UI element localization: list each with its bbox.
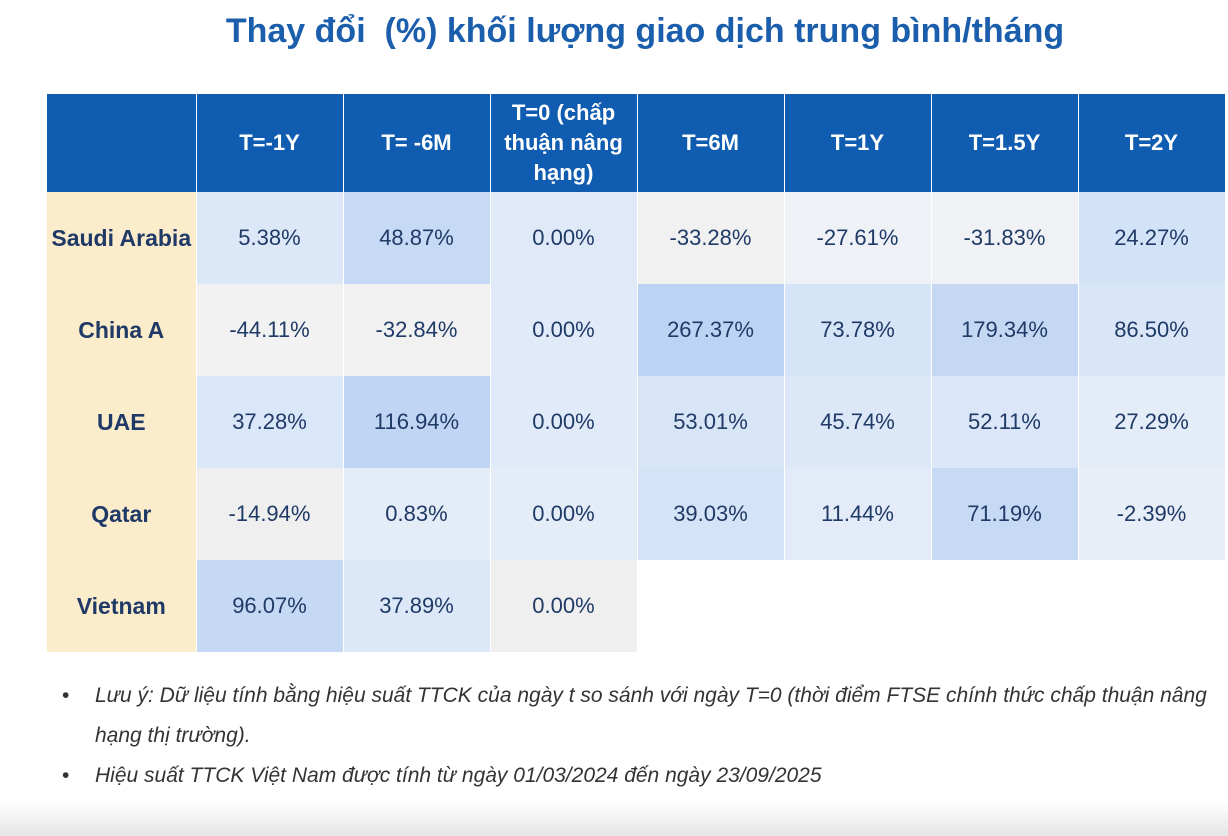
- value-cell: -31.83%: [931, 192, 1079, 284]
- row-header: China A: [47, 284, 197, 376]
- value-cell: 116.94%: [343, 376, 491, 468]
- value-cell: -2.39%: [1078, 468, 1226, 560]
- value-cell: 0.00%: [490, 192, 638, 284]
- row-header: Qatar: [47, 468, 197, 560]
- empty-cell: [637, 560, 785, 652]
- column-header: T=1.5Y: [931, 94, 1079, 192]
- column-header: T=6M: [637, 94, 785, 192]
- value-cell: 267.37%: [637, 284, 785, 376]
- value-cell: 24.27%: [1078, 192, 1226, 284]
- value-cell: -32.84%: [343, 284, 491, 376]
- column-header: T=0 (chấp thuận nâng hạng): [490, 94, 638, 192]
- empty-cell: [931, 560, 1079, 652]
- value-cell: -27.61%: [784, 192, 932, 284]
- column-header: T=1Y: [784, 94, 932, 192]
- data-table: T=-1Y T= -6M T=0 (chấp thuận nâng hạng) T=6…: [47, 94, 1226, 652]
- value-cell: 0.00%: [490, 560, 638, 652]
- value-cell: 11.44%: [784, 468, 932, 560]
- value-cell: 52.11%: [931, 376, 1079, 468]
- header-row: T=-1Y T= -6M T=0 (chấp thuận nâng hạng) T=6…: [47, 94, 1226, 192]
- notes: Lưu ý: Dữ liệu tính bằng hiệu suất TTCK …: [62, 676, 1222, 796]
- value-cell: 37.28%: [196, 376, 344, 468]
- table-body: Saudi Arabia 5.38% 48.87% 0.00% -33.28% -27.6…: [47, 192, 1226, 652]
- row-header: Saudi Arabia: [47, 192, 197, 284]
- value-cell: -44.11%: [196, 284, 344, 376]
- value-cell: 73.78%: [784, 284, 932, 376]
- value-cell: 71.19%: [931, 468, 1079, 560]
- column-header: T=2Y: [1078, 94, 1226, 192]
- value-cell: 45.74%: [784, 376, 932, 468]
- column-header: T=-1Y: [196, 94, 344, 192]
- value-cell: 0.00%: [490, 284, 638, 376]
- title: Thay đổi (%) khối lượng giao dịch trung …: [225, 12, 1065, 50]
- value-cell: 86.50%: [1078, 284, 1226, 376]
- value-cell: 0.00%: [490, 468, 638, 560]
- note: Hiệu suất TTCK Việt Nam được tính từ ngà…: [62, 756, 1222, 796]
- value-cell: -14.94%: [196, 468, 344, 560]
- value-cell: 179.34%: [931, 284, 1079, 376]
- value-cell: -33.28%: [637, 192, 785, 284]
- value-cell: 37.89%: [343, 560, 491, 652]
- value-cell: 53.01%: [637, 376, 785, 468]
- empty-cell: [784, 560, 932, 652]
- value-cell: 5.38%: [196, 192, 344, 284]
- table-row: Qatar -14.94% 0.83% 0.00% 39.03% 11.44% 71.19%…: [47, 468, 1226, 560]
- table-row: Vietnam 96.07% 37.89% 0.00%: [47, 560, 1226, 652]
- empty-cell: [1078, 560, 1226, 652]
- bottom-strip: [0, 800, 1228, 836]
- value-cell: 39.03%: [637, 468, 785, 560]
- value-cell: 96.07%: [196, 560, 344, 652]
- value-cell: 0.00%: [490, 376, 638, 468]
- corner-cell: [47, 94, 197, 192]
- row-header: Vietnam: [47, 560, 197, 652]
- value-cell: 48.87%: [343, 192, 491, 284]
- table-row: UAE 37.28% 116.94% 0.00% 53.01% 45.74% 52.11% 2…: [47, 376, 1226, 468]
- note: Lưu ý: Dữ liệu tính bằng hiệu suất TTCK …: [62, 676, 1222, 756]
- table-row: Saudi Arabia 5.38% 48.87% 0.00% -33.28% -27.6…: [47, 192, 1226, 284]
- table-row: China A -44.11% -32.84% 0.00% 267.37% 73.78% 1…: [47, 284, 1226, 376]
- column-header: T= -6M: [343, 94, 491, 192]
- value-cell: 0.83%: [343, 468, 491, 560]
- value-cell: 27.29%: [1078, 376, 1226, 468]
- row-header: UAE: [47, 376, 197, 468]
